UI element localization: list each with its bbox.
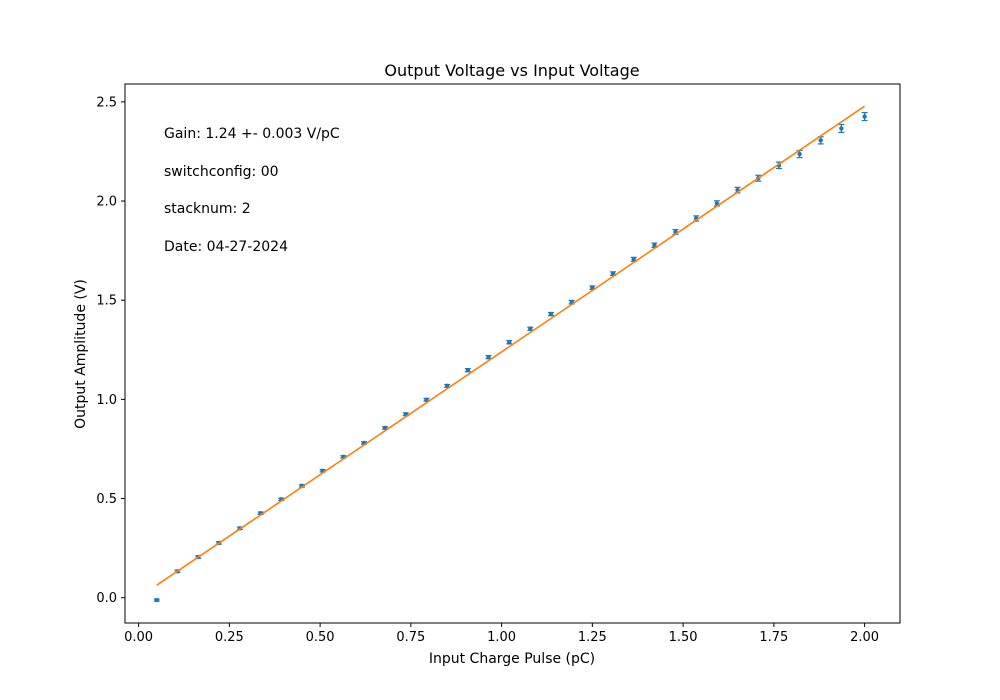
data-point [444, 383, 450, 389]
data-point [610, 271, 616, 276]
x-tick-label: 0.50 [306, 630, 335, 645]
data-point [154, 597, 159, 603]
data-point [862, 114, 867, 119]
y-tick-label: 1.5 [96, 294, 117, 309]
x-tick-label: 1.50 [669, 630, 698, 645]
data-point [631, 257, 636, 262]
data-point [797, 151, 802, 157]
x-tick-label: 0.25 [215, 630, 244, 645]
x-axis-label: Input Charge Pulse (pC) [429, 651, 595, 667]
y-tick-label: 2.0 [96, 195, 117, 210]
x-tick-label: 0.75 [396, 630, 425, 645]
y-axis-ticks: 0.0 0.5 1.0 1.5 2.0 2.5 [96, 95, 125, 606]
annotations: Gain: 1.24 +- 0.003 V/pC switchconfig: 0… [164, 126, 340, 255]
plot-frame [124, 83, 901, 624]
annotation-switchconfig: switchconfig: 00 [164, 164, 279, 180]
data-point [652, 243, 657, 248]
annotation-stacknum: stacknum: 2 [164, 201, 251, 217]
data-point [486, 354, 491, 360]
x-tick-label: 2.00 [850, 630, 879, 645]
data-point [528, 326, 533, 331]
y-tick-label: 0.5 [96, 492, 117, 507]
annotation-gain: Gain: 1.24 +- 0.003 V/pC [164, 126, 340, 142]
plot-content [153, 105, 868, 603]
x-tick-label: 1.75 [759, 630, 788, 645]
x-tick-label: 0.00 [124, 630, 153, 645]
y-tick-label: 0.0 [96, 591, 117, 606]
data-point [548, 311, 554, 317]
y-tick-label: 2.5 [96, 95, 117, 110]
chart-title: Output Voltage vs Input Voltage [384, 61, 639, 80]
x-tick-label: 1.00 [487, 630, 516, 645]
fit-line [156, 105, 866, 586]
data-point [465, 368, 471, 373]
y-axis-label: Output Amplitude (V) [73, 279, 89, 429]
data-point [818, 138, 823, 143]
x-tick-label: 1.25 [578, 630, 607, 645]
data-point [839, 126, 844, 131]
data-point [424, 397, 429, 402]
data-point [507, 340, 512, 345]
annotation-date: Date: 04-27-2024 [164, 239, 288, 255]
x-axis-ticks: 0.00 0.25 0.50 0.75 1.00 1.25 1.50 1.75 2.00 [124, 623, 879, 645]
y-tick-label: 1.0 [96, 393, 117, 408]
